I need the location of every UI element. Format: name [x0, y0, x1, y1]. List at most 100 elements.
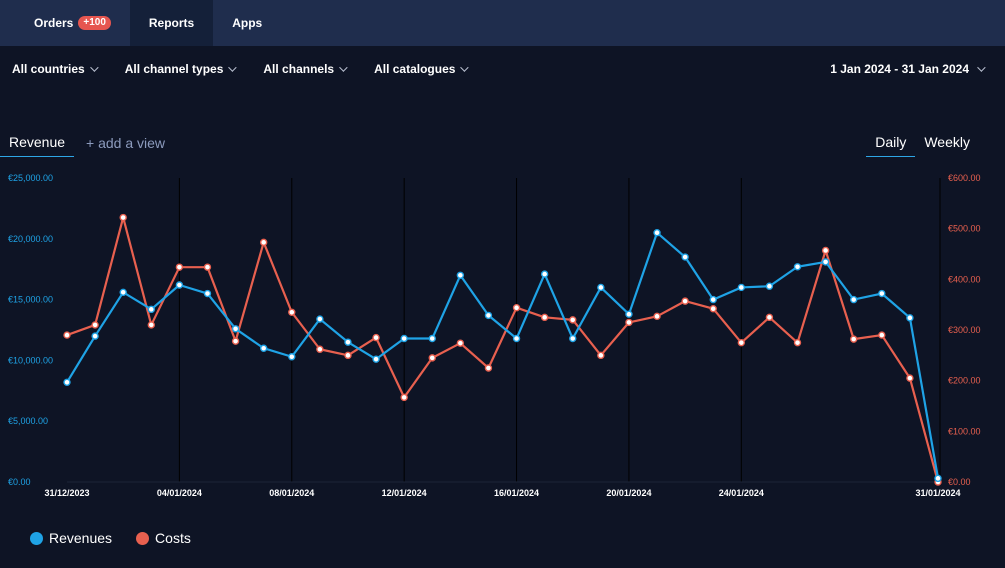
chevron-down-icon	[228, 63, 238, 72]
revenues-point	[681, 253, 689, 261]
x-tick-label: 12/01/2024	[382, 488, 427, 498]
chevron-down-icon	[339, 63, 348, 72]
channel-types-filter[interactable]: All channel types	[124, 62, 238, 76]
channels-filter[interactable]: All channels	[263, 62, 348, 76]
add-view-link[interactable]: + add a view	[86, 135, 166, 151]
filter-bar: All countries All channel types All chan…	[12, 62, 495, 76]
y-right-tick-label: €300.00	[948, 325, 981, 335]
revenues-point	[906, 314, 914, 322]
tab-reports[interactable]: Reports	[129, 0, 214, 46]
catalogues-filter[interactable]: All catalogues	[374, 62, 470, 76]
x-tick-label: 31/12/2023	[44, 488, 89, 498]
y-right-tick-label: €500.00	[948, 224, 981, 234]
costs-point	[597, 351, 605, 360]
chevron-down-icon	[89, 63, 99, 72]
tab-orders[interactable]: Orders +100	[15, 0, 130, 46]
costs-point	[709, 305, 717, 313]
y-right-tick-label: €0.00	[948, 477, 971, 487]
revenues-point	[512, 334, 521, 343]
revenues-point	[625, 310, 633, 318]
revenues-point	[344, 338, 352, 346]
countries-filter[interactable]: All countries	[12, 62, 99, 76]
legend-revenues-label: Revenues	[49, 530, 113, 546]
revenue-costs-chart: €0.00 €5,000.00 €10,000.00 €15,000.00 €20,00…	[8, 173, 981, 498]
revenues-point	[737, 283, 746, 292]
revenues-point	[850, 295, 858, 304]
legend-item-costs[interactable]: Costs	[136, 530, 191, 546]
revenues-point	[765, 282, 774, 290]
daily-button[interactable]: Daily	[866, 130, 916, 157]
revenues-point	[231, 325, 240, 333]
revenues-point	[259, 344, 268, 352]
y-right-tick-label: €400.00	[948, 274, 981, 284]
chevron-down-icon	[460, 63, 470, 72]
y-left-tick-label: €5,000.00	[8, 416, 48, 426]
view-tabs: Revenue + add a view	[0, 130, 177, 157]
revenues-point	[934, 474, 942, 483]
x-tick-label: 20/01/2024	[606, 488, 651, 498]
revenues-point	[597, 283, 605, 292]
revenues-point	[288, 353, 296, 361]
legend-costs-label: Costs	[155, 530, 191, 546]
y-left-tick-label: €25,000.00	[8, 173, 53, 183]
y-left-tick-label: €10,000.00	[8, 355, 53, 365]
costs-point	[147, 321, 155, 329]
costs-point	[259, 238, 268, 247]
date-range-picker[interactable]: 1 Jan 2024 - 31 Jan 2024	[830, 62, 986, 76]
costs-point	[344, 351, 352, 360]
chevron-down-icon	[977, 63, 986, 72]
costs-swatch	[136, 531, 150, 545]
tab-orders-label: Orders	[34, 16, 74, 30]
revenues-point	[147, 305, 155, 314]
costs-point	[288, 308, 296, 316]
granularity-toggle: Daily Weekly	[866, 130, 979, 157]
costs-point	[793, 338, 802, 347]
legend-item-revenues[interactable]: Revenues	[30, 530, 112, 546]
costs-point	[91, 321, 99, 329]
date-range-label: 1 Jan 2024 - 31 Jan 2024	[830, 62, 969, 76]
tab-apps[interactable]: Apps	[213, 0, 281, 46]
x-tick-label: 16/01/2024	[494, 488, 539, 498]
revenues-point	[709, 295, 717, 304]
channels-filter-label: All channels	[263, 62, 335, 76]
top-navigation: Orders +100 Reports Apps	[0, 0, 1005, 46]
weekly-button[interactable]: Weekly	[924, 134, 970, 150]
revenues-point	[793, 263, 802, 271]
revenues-point	[316, 315, 324, 323]
revenues-point	[878, 289, 886, 298]
revenues-point	[175, 281, 184, 289]
costs-point	[456, 339, 465, 347]
x-tick-label: 04/01/2024	[157, 488, 202, 498]
x-tick-label: 24/01/2024	[719, 488, 764, 498]
revenues-point	[540, 270, 549, 278]
orders-count-badge: +100	[78, 16, 111, 30]
costs-point	[512, 304, 521, 312]
x-tick-label: 08/01/2024	[269, 488, 314, 498]
revenues-point	[428, 334, 436, 343]
y-left-tick-label: €0.00	[8, 477, 31, 487]
costs-point	[765, 313, 774, 322]
tab-apps-label: Apps	[232, 16, 263, 30]
costs-point	[119, 213, 127, 222]
costs-point	[821, 246, 830, 255]
y-left-tick-label: €15,000.00	[8, 295, 53, 305]
costs-point	[737, 338, 746, 347]
costs-point	[372, 333, 380, 342]
costs-point	[569, 316, 577, 324]
costs-point	[63, 331, 71, 339]
revenues-point	[400, 334, 408, 343]
revenues-point	[821, 258, 830, 266]
channel-types-filter-label: All channel types	[124, 62, 224, 76]
revenues-point	[569, 334, 577, 343]
costs-point	[878, 331, 886, 339]
revenues-series-line	[66, 231, 940, 479]
revenues-point	[484, 311, 493, 320]
y-right-tick-label: €100.00	[948, 426, 981, 436]
costs-point	[540, 313, 549, 322]
x-tick-label: 31/01/2024	[915, 488, 960, 498]
revenues-point	[653, 229, 661, 237]
tab-revenue-view[interactable]: Revenue	[0, 130, 75, 157]
costs-point	[653, 312, 661, 321]
costs-point	[203, 263, 212, 271]
costs-point	[400, 393, 408, 402]
